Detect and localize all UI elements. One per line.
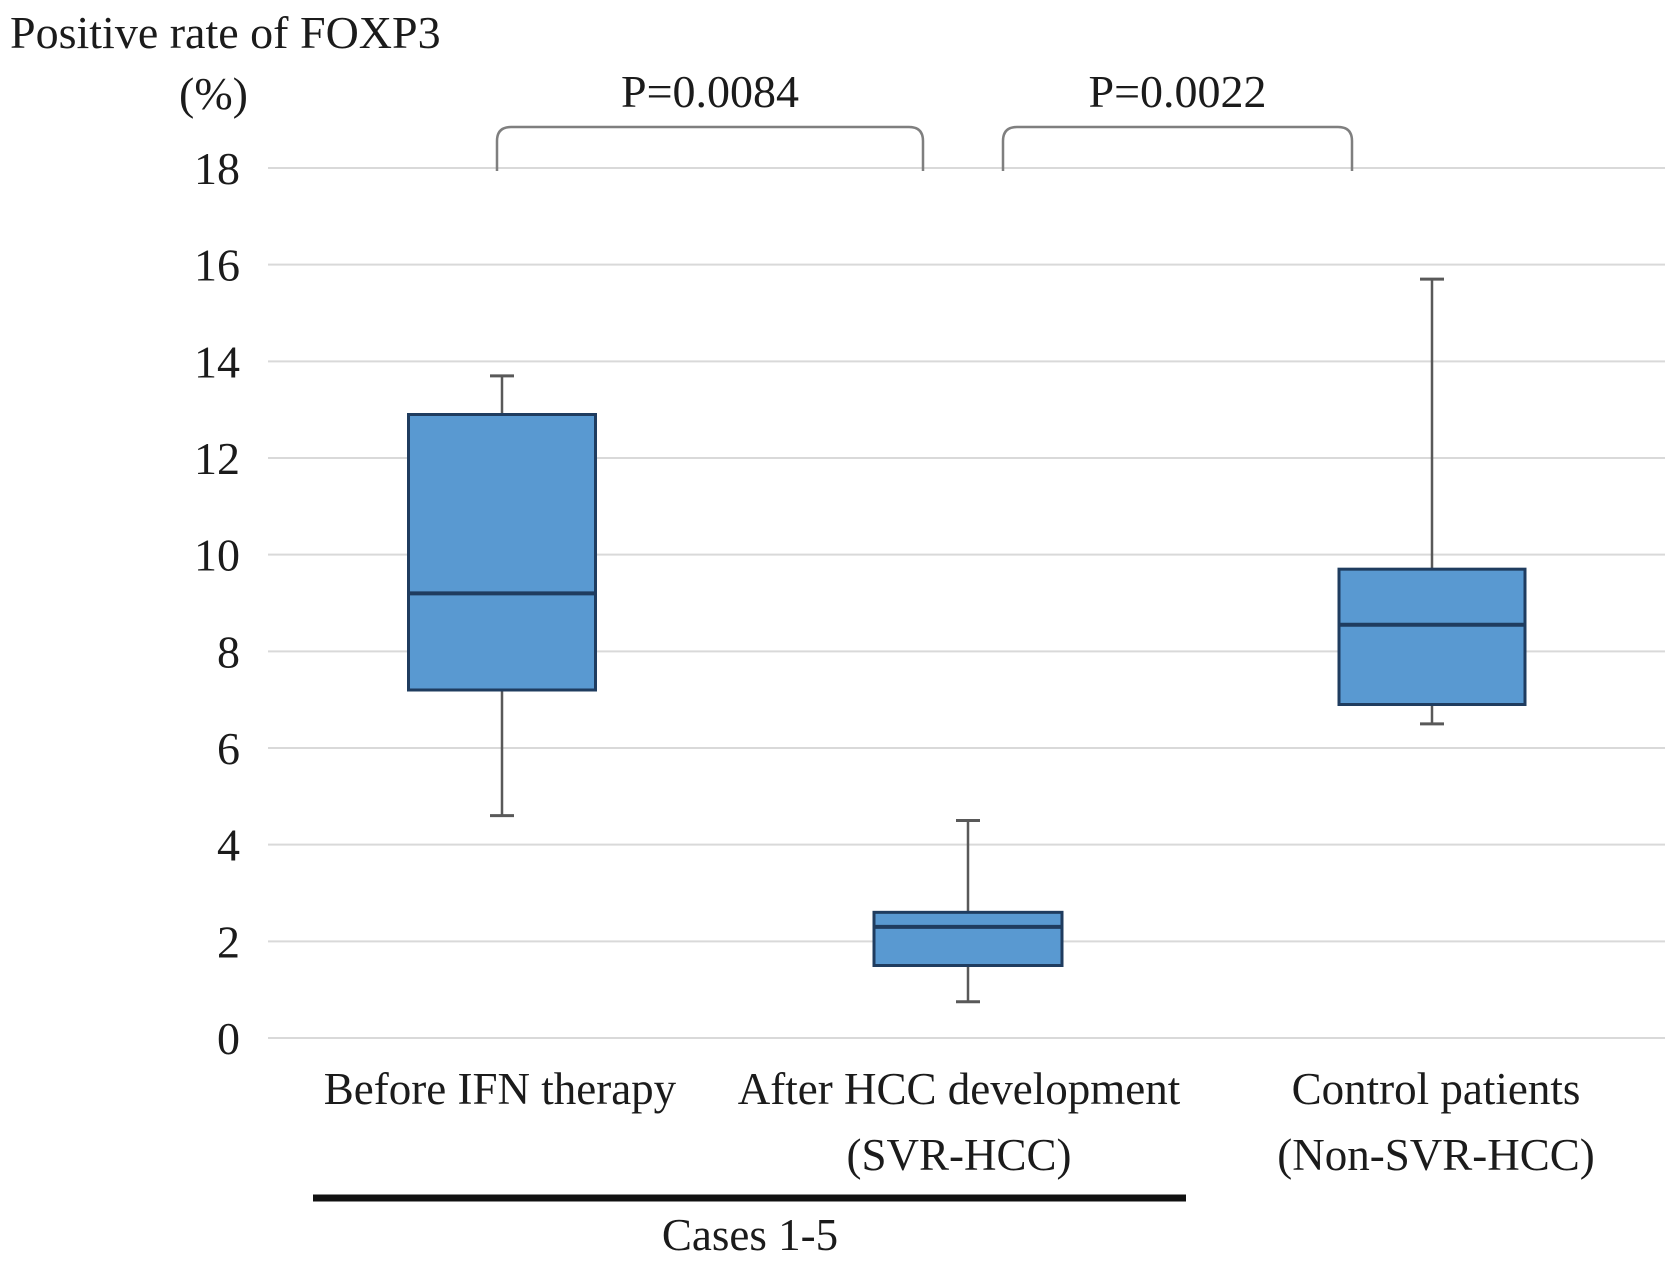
category-label: (SVR-HCC) <box>846 1130 1071 1180</box>
category-label: (Non-SVR-HCC) <box>1277 1130 1595 1180</box>
y-tick-label: 8 <box>217 626 240 677</box>
y-tick-label: 14 <box>194 336 240 387</box>
box <box>407 413 597 692</box>
box <box>1337 567 1527 707</box>
cases-label: Cases 1-5 <box>662 1210 838 1260</box>
y-tick-label: 18 <box>194 143 240 194</box>
y-tick-label: 4 <box>217 820 240 871</box>
y-tick-label: 10 <box>194 530 240 581</box>
p-value-label: P=0.0084 <box>621 66 799 117</box>
chart-title: Positive rate of FOXP3 <box>10 7 441 58</box>
p-value-label: P=0.0022 <box>1088 66 1266 117</box>
y-axis-unit-label: (%) <box>179 68 248 119</box>
y-tick-label: 12 <box>194 433 240 484</box>
category-label: Control patients <box>1292 1064 1581 1114</box>
significance-bracket <box>1001 125 1354 171</box>
category-label: After HCC development <box>738 1064 1181 1114</box>
y-tick-label: 0 <box>217 1013 240 1064</box>
y-tick-label: 2 <box>217 916 240 967</box>
category-label: Before IFN therapy <box>324 1064 677 1114</box>
significance-bracket <box>495 125 925 171</box>
box <box>872 910 1064 967</box>
y-tick-label: 16 <box>194 240 240 291</box>
y-tick-label: 6 <box>217 723 240 774</box>
